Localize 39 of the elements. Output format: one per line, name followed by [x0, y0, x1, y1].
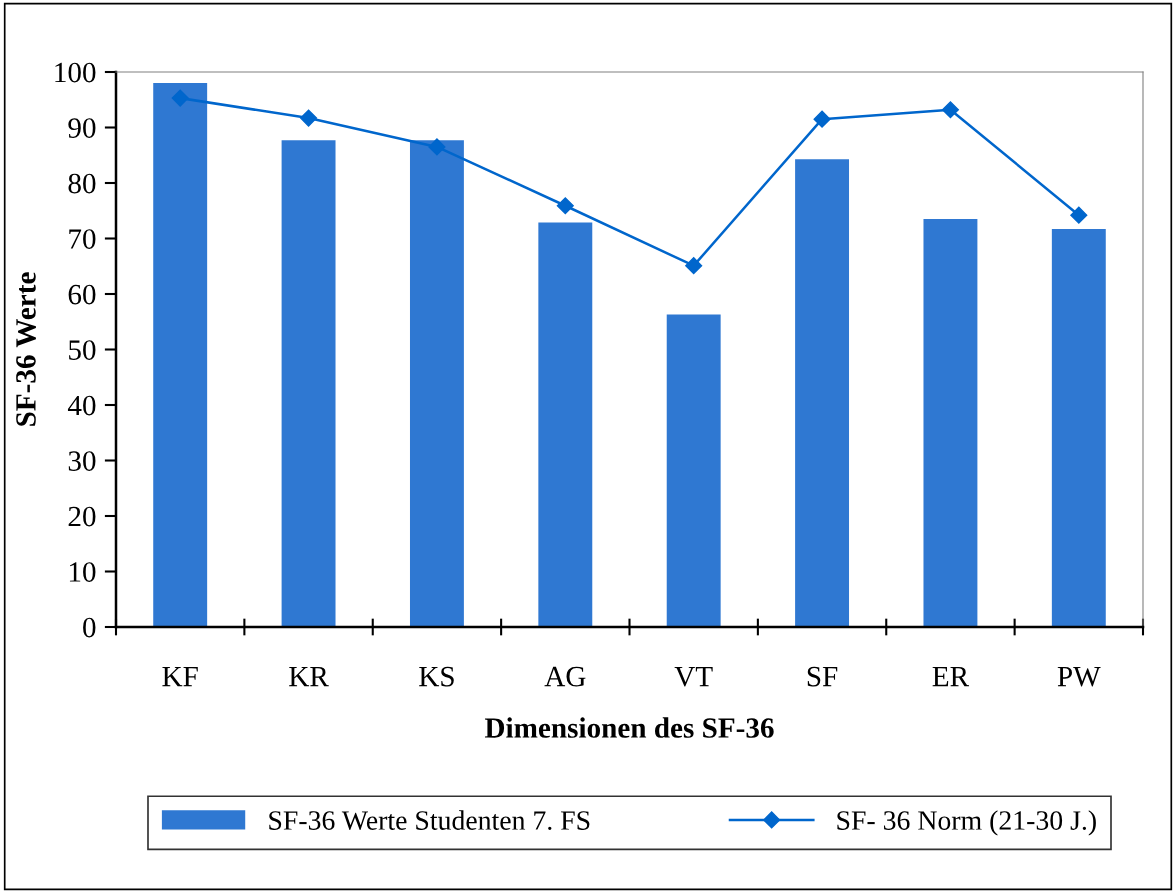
bar	[153, 83, 208, 627]
bar	[281, 140, 336, 627]
legend-label: SF-36 Werte Studenten 7. FS	[269, 810, 590, 831]
y-tick-label: 30	[68, 451, 96, 471]
x-tick-label: KF	[162, 667, 198, 687]
y-tick-label: 90	[68, 118, 96, 138]
point	[941, 101, 959, 119]
x-tick-label: ER	[932, 667, 970, 687]
bar	[923, 219, 978, 627]
y-tick-label: 50	[69, 340, 96, 360]
point	[171, 89, 189, 107]
point	[813, 110, 831, 128]
bar	[409, 140, 464, 627]
x-axis-title: Dimensionen des SF-36	[484, 717, 774, 738]
x-tick-label: AG	[544, 666, 586, 687]
x-tick-label: PW	[1057, 667, 1101, 687]
x-tick-label: KS	[419, 666, 454, 687]
y-tick-label: 40	[67, 395, 96, 416]
point	[1070, 206, 1088, 224]
point	[556, 197, 574, 215]
point	[685, 257, 703, 275]
x-tick-label: KR	[289, 667, 329, 687]
y-tick-label: 60	[68, 284, 96, 305]
point	[300, 109, 318, 127]
y-tick-label: 100	[55, 62, 96, 83]
x-tick-label: SF	[807, 666, 838, 687]
y-tick-label: 70	[69, 229, 96, 249]
bar	[666, 314, 721, 627]
legend-label: SF- 36 Norm (21-30 J.)	[837, 810, 1096, 836]
bar	[1051, 229, 1106, 627]
y-tick-label: 20	[68, 506, 96, 527]
x-tick-label: VT	[674, 667, 713, 687]
bar	[538, 222, 593, 627]
point	[428, 138, 446, 156]
y-tick-label: 80	[68, 173, 96, 194]
y-tick-label: 0	[83, 617, 96, 638]
y-tick-label: 10	[69, 562, 96, 582]
y-axis-title: SF-36 Werte	[16, 272, 36, 426]
bar	[795, 159, 850, 627]
